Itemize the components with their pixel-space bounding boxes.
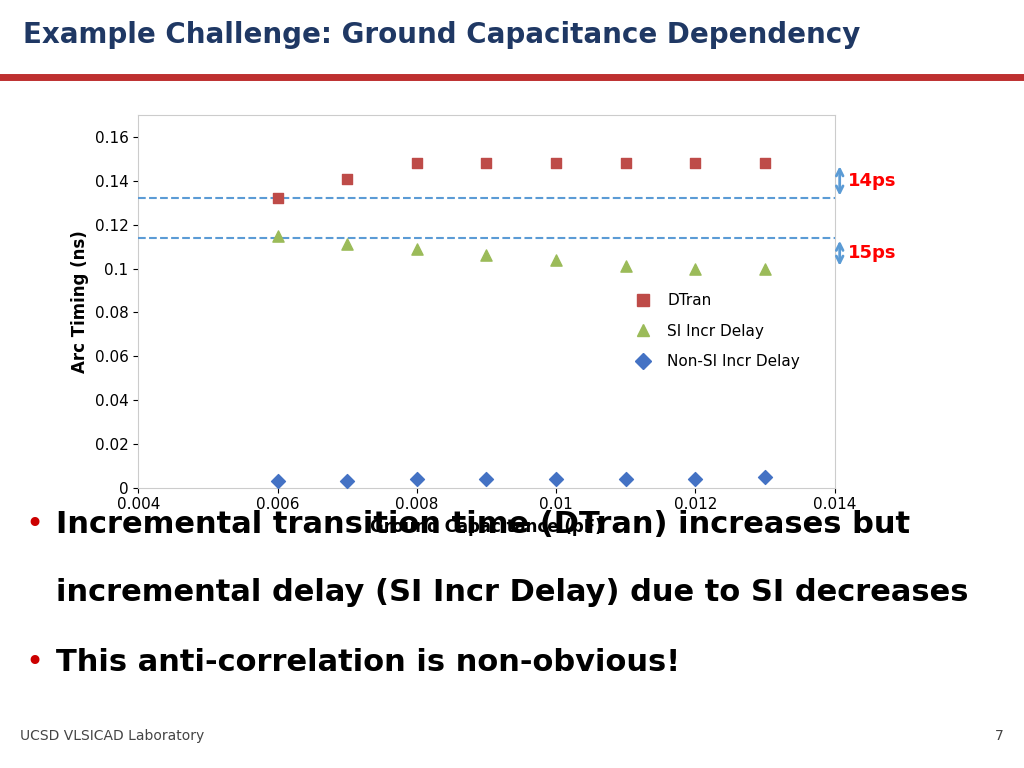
Point (687, 473, 703, 485)
Text: 14ps: 14ps (848, 172, 896, 190)
Y-axis label: Arc Timing (ns): Arc Timing (ns) (71, 230, 89, 372)
X-axis label: Ground Capacitance (pF): Ground Capacitance (pF) (370, 518, 603, 536)
Point (687, 263, 703, 275)
Text: Incremental transition time (DTran) increases but: Incremental transition time (DTran) incr… (56, 510, 910, 538)
Point (409, 243, 425, 255)
Point (478, 250, 495, 262)
Legend: DTran, SI Incr Delay, Non-SI Incr Delay: DTran, SI Incr Delay, Non-SI Incr Delay (622, 287, 806, 375)
Point (478, 157, 495, 170)
Text: 7: 7 (994, 730, 1004, 743)
Point (269, 475, 286, 487)
Point (757, 157, 773, 170)
Text: •: • (26, 648, 44, 677)
Point (687, 157, 703, 170)
Point (617, 157, 634, 170)
Text: This anti-correlation is non-obvious!: This anti-correlation is non-obvious! (56, 648, 680, 677)
Point (269, 230, 286, 242)
Text: 15ps: 15ps (848, 244, 896, 262)
Point (478, 473, 495, 485)
Point (757, 263, 773, 275)
Text: UCSD VLSICAD Laboratory: UCSD VLSICAD Laboratory (20, 730, 205, 743)
Point (339, 475, 355, 487)
Point (339, 173, 355, 185)
Point (548, 473, 564, 485)
Point (409, 473, 425, 485)
Text: Example Challenge: Ground Capacitance Dependency: Example Challenge: Ground Capacitance De… (23, 22, 860, 49)
Point (757, 471, 773, 483)
Point (269, 192, 286, 204)
Point (548, 253, 564, 266)
Text: •: • (26, 510, 44, 538)
Point (617, 473, 634, 485)
Text: incremental delay (SI Incr Delay) due to SI decreases: incremental delay (SI Incr Delay) due to… (56, 578, 969, 607)
Point (409, 157, 425, 170)
Point (548, 157, 564, 170)
Point (617, 260, 634, 273)
Point (339, 238, 355, 250)
